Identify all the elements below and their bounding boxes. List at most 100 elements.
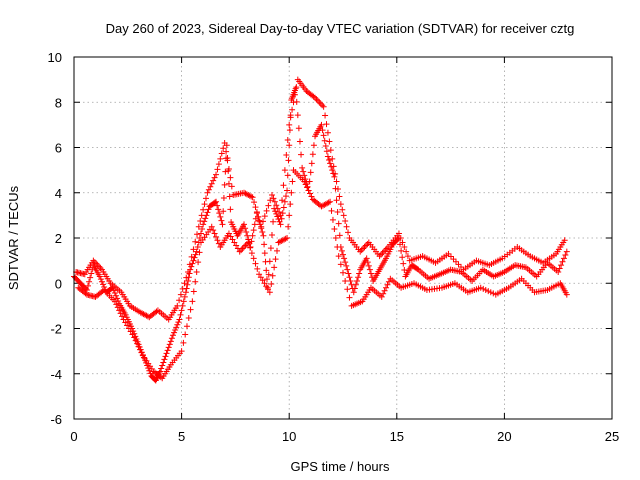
data-point [384, 281, 391, 288]
data-point [261, 280, 268, 287]
data-point [111, 298, 118, 305]
data-point [381, 287, 388, 294]
data-point [159, 362, 166, 369]
data-point [301, 178, 308, 185]
data-point [256, 217, 263, 224]
data-point [400, 260, 407, 267]
data-point [324, 153, 331, 160]
data-point [222, 168, 229, 175]
data-point [189, 298, 196, 305]
data-point [336, 193, 343, 200]
data-point [259, 228, 266, 235]
data-point [131, 334, 138, 341]
data-point [129, 331, 136, 338]
data-point [252, 204, 259, 211]
data-point [378, 293, 385, 300]
data-point [342, 218, 349, 225]
data-point [227, 174, 234, 181]
data-point [276, 208, 283, 215]
data-point [309, 151, 316, 158]
data-point [272, 208, 279, 215]
data-point [308, 193, 315, 200]
data-point [302, 181, 309, 188]
data-point [286, 121, 293, 128]
data-point [204, 209, 211, 216]
data-point [556, 265, 563, 272]
data-point [164, 347, 171, 354]
data-point [125, 325, 132, 332]
data-point [213, 198, 220, 205]
data-point [136, 346, 143, 353]
data-point [256, 271, 263, 278]
data-point [187, 306, 194, 313]
data-point [351, 285, 358, 292]
data-point [215, 161, 222, 168]
data-point [135, 343, 142, 350]
data-point [327, 147, 334, 154]
data-point [241, 221, 248, 228]
data-point [169, 332, 176, 339]
data-point [257, 274, 264, 281]
y-tick-label: 6 [55, 141, 62, 156]
data-point [225, 165, 232, 172]
data-point [563, 291, 570, 298]
data-point [200, 206, 207, 213]
data-point [344, 286, 351, 293]
x-tick-label: 20 [497, 429, 511, 444]
data-point [254, 265, 261, 272]
data-point [119, 313, 126, 320]
data-point [339, 206, 346, 213]
data-point [248, 238, 255, 245]
chart-title: Day 260 of 2023, Sidereal Day-to-day VTE… [106, 21, 575, 36]
data-point [401, 244, 408, 251]
data-point [263, 283, 270, 290]
data-point [124, 322, 131, 329]
data-point [450, 256, 457, 263]
data-point [291, 91, 298, 98]
data-point [167, 338, 174, 345]
data-point [269, 272, 276, 279]
data-point [562, 251, 569, 258]
data-point [248, 193, 255, 200]
data-point [217, 155, 224, 162]
data-point [219, 221, 226, 228]
data-point [134, 340, 141, 347]
data-point [216, 210, 223, 217]
data-point [263, 276, 270, 283]
data-point [352, 281, 359, 288]
data-point [401, 267, 408, 274]
data-point [337, 201, 344, 208]
data-point [293, 84, 300, 91]
data-point [335, 253, 342, 260]
data-point [447, 253, 454, 260]
data-point [345, 270, 352, 277]
data-point [261, 241, 268, 248]
data-point [179, 285, 186, 292]
data-point [265, 271, 272, 278]
data-point [178, 348, 185, 355]
data-point [265, 202, 272, 209]
data-point [328, 207, 335, 214]
data-point [185, 268, 192, 275]
data-point [286, 212, 293, 219]
data-point [233, 242, 240, 249]
data-point [220, 208, 227, 215]
data-point [276, 218, 283, 225]
data-point [180, 298, 187, 305]
data-points [71, 76, 570, 384]
data-point [229, 236, 236, 243]
data-point [555, 268, 562, 275]
data-point [253, 208, 260, 215]
data-point [205, 206, 212, 213]
data-point [255, 213, 262, 220]
data-point [260, 218, 267, 225]
data-point [200, 221, 207, 228]
data-point [273, 202, 280, 209]
data-point [458, 264, 465, 271]
data-point [205, 186, 212, 193]
data-point [221, 181, 228, 188]
data-point [334, 185, 341, 192]
data-point [323, 148, 330, 155]
data-point [367, 270, 374, 277]
